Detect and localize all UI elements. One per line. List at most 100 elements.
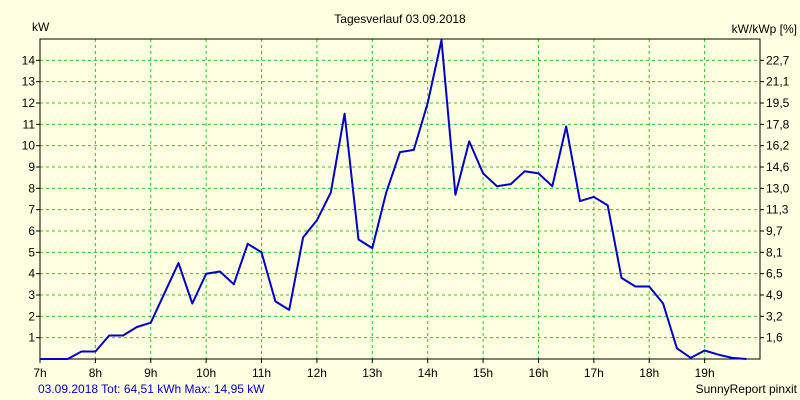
y-right-tick-label: 17,8 — [766, 117, 790, 131]
x-tick-label: 8h — [89, 366, 102, 380]
data-point — [689, 357, 692, 359]
plot-frame — [39, 38, 761, 360]
data-point — [94, 350, 97, 353]
x-tick-label: 18h — [639, 366, 659, 380]
y-left-tick-label: 2 — [28, 309, 35, 323]
x-tick-label: 15h — [473, 366, 493, 380]
data-point — [745, 358, 747, 360]
data-point — [205, 272, 207, 275]
y-right-tick-label: 4,9 — [766, 288, 783, 302]
data-point — [703, 349, 706, 352]
y-left-tick-label: 8 — [28, 181, 35, 195]
data-point — [717, 353, 720, 356]
data-point — [551, 185, 554, 187]
x-tick-label: 17h — [584, 366, 604, 380]
x-tick-label: 16h — [528, 366, 548, 380]
data-point — [219, 270, 221, 273]
data-point — [454, 193, 457, 196]
x-tick-label: 9h — [144, 366, 157, 380]
data-point — [274, 300, 277, 303]
data-point — [39, 358, 41, 360]
y-left-tick-label: 12 — [22, 96, 36, 110]
x-tick-label: 14h — [418, 366, 438, 380]
data-point — [260, 251, 263, 254]
data-point — [496, 185, 498, 187]
series-line-kw — [40, 39, 747, 360]
y-right-tick-label: 22,7 — [766, 53, 790, 67]
tick-labels: 7h 8h 9h 10h 11h 12h 13h 14h 15h 16h 17h 18h 19h 1 1,6… — [22, 53, 790, 380]
data-point — [357, 238, 360, 241]
data-point — [482, 172, 484, 175]
data-point — [288, 309, 291, 311]
data-point — [136, 326, 138, 328]
data-point — [80, 350, 83, 353]
data-point — [606, 204, 609, 207]
data-point — [371, 247, 374, 249]
data-point — [233, 283, 235, 286]
y-right-tick-label: 3,2 — [766, 309, 783, 323]
data-point — [149, 321, 152, 324]
data-point — [440, 39, 443, 41]
data-point — [731, 357, 734, 359]
data-point — [163, 292, 166, 294]
footer-summary: 03.09.2018 Tot: 64,51 kWh Max: 14,95 kW — [38, 382, 265, 396]
y-right-tick-label: 14,6 — [766, 160, 790, 174]
data-point — [66, 358, 69, 360]
data-point — [593, 196, 595, 198]
y-left-tick-label: 1 — [28, 331, 35, 345]
y-right-tick-label: 13,0 — [766, 181, 790, 195]
data-point — [122, 334, 124, 337]
x-tick-label: 13h — [362, 366, 382, 380]
y-right-tick-label: 11,3 — [766, 203, 789, 217]
data-point — [53, 358, 55, 360]
y-left-tick-label: 6 — [28, 224, 35, 238]
footer-credit: SunnyReport pinxit — [696, 382, 798, 396]
data-point — [579, 200, 581, 202]
y-right-tick-label: 21,1 — [766, 75, 790, 89]
data-point — [662, 302, 664, 305]
y-left-tick-label: 14 — [22, 53, 36, 67]
data-point — [426, 102, 429, 104]
data-point — [676, 347, 678, 350]
data-point — [108, 334, 111, 337]
data-point — [413, 149, 415, 151]
y-right-tick-label: 19,5 — [766, 96, 790, 110]
y-right-tick-label: 8,1 — [766, 245, 783, 259]
y-left-tick-label: 10 — [22, 139, 36, 153]
x-tick-label: 19h — [695, 366, 715, 380]
data-point — [246, 243, 249, 245]
y-right-tick-label: 9,7 — [766, 224, 783, 238]
data-point — [468, 140, 471, 143]
x-tick-label: 11h — [252, 366, 271, 380]
axis-ticks — [36, 59, 764, 363]
y-left-tick-label: 4 — [28, 267, 35, 281]
x-tick-label: 7h — [33, 366, 46, 380]
y-left-tick-label: 7 — [28, 203, 35, 217]
data-point — [509, 183, 512, 185]
data-point — [316, 219, 318, 222]
y-left-tick-label: 3 — [28, 288, 35, 302]
y-right-axis-title: kW/kWp [%] — [732, 22, 797, 36]
data-point — [523, 170, 526, 173]
data-point — [537, 172, 540, 175]
data-point — [565, 125, 567, 128]
data-point — [648, 285, 651, 288]
grid-lines — [40, 39, 760, 359]
y-left-tick-label: 13 — [22, 75, 36, 89]
series-points — [39, 39, 747, 360]
data-point — [399, 151, 401, 153]
chart-title: Tagesverlauf 03.09.2018 — [334, 12, 466, 26]
x-tick-label: 12h — [307, 366, 327, 380]
y-right-tick-label: 6,5 — [766, 267, 783, 281]
y-left-tick-label: 5 — [28, 245, 35, 259]
y-left-tick-label: 9 — [28, 160, 35, 174]
data-point — [385, 191, 387, 194]
y-right-tick-label: 16,2 — [766, 139, 790, 153]
data-point — [302, 236, 304, 239]
x-tick-label: 10h — [196, 366, 216, 380]
y-left-tick-label: 11 — [23, 117, 36, 131]
y-right-tick-label: 1,6 — [766, 331, 783, 345]
data-point — [329, 191, 332, 194]
y-left-axis-title: kW — [32, 20, 50, 34]
